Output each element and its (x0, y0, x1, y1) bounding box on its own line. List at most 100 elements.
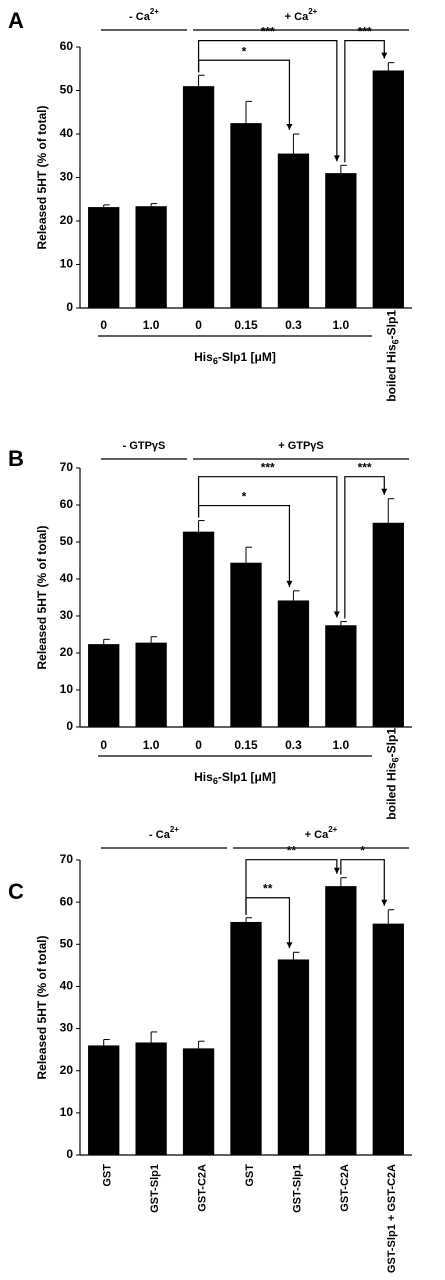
bar (135, 206, 167, 308)
x-tick-label: 1.0 (143, 738, 160, 752)
y-tick-label: 20 (60, 645, 74, 659)
bar (230, 562, 262, 727)
panel-label: A (8, 8, 24, 33)
y-tick-label: 50 (60, 936, 74, 950)
x-tick-label: 0.3 (285, 738, 302, 752)
x-tick-label: 0.3 (285, 318, 302, 332)
y-tick-label: 60 (60, 894, 74, 908)
bracket-arrow (333, 867, 340, 874)
y-tick-label: 60 (60, 497, 74, 511)
bar (135, 642, 167, 727)
significance-label: * (242, 44, 247, 58)
bar (230, 123, 262, 308)
y-tick-label: 20 (60, 213, 74, 227)
y-tick-label: 70 (60, 852, 74, 866)
bar (325, 625, 357, 727)
significance-label: *** (358, 25, 372, 39)
significance-label: * (242, 490, 247, 504)
y-tick-label: 40 (60, 979, 74, 993)
y-tick-label: 50 (60, 534, 74, 548)
bar (277, 959, 310, 1155)
x-tick-label: 0 (100, 738, 107, 752)
y-tick-label: 40 (60, 571, 74, 585)
x-tick-label-rotated: boiled His6-Slp1 (384, 310, 400, 402)
y-tick-label: 10 (60, 1105, 74, 1119)
y-axis-label: Released 5HT (% of total) (35, 935, 49, 1079)
significance-bracket (340, 859, 385, 906)
y-tick-label: 10 (60, 257, 74, 271)
bar (182, 1048, 215, 1155)
x-tick-label-rotated: GST-Slp1 (291, 1164, 303, 1213)
group-label: - Ca2+ (129, 7, 159, 23)
x-axis-label: His6-Slp1 [μM] (194, 350, 276, 366)
y-tick-label: 20 (60, 1063, 74, 1077)
y-tick-label: 40 (60, 126, 74, 140)
bracket-arrow (333, 155, 340, 162)
panel-c: C 0 10 20 30 40 50 60 70 Released 5HT (% of total… (8, 825, 412, 1273)
panel-b: B 0 10 20 30 40 50 60 70 Released 5HT (% of total… (8, 440, 412, 820)
significance-label: ** (287, 844, 297, 858)
group-label: - GTPγS (123, 440, 166, 452)
y-tick-label: 70 (60, 460, 74, 474)
x-tick-label-rotated: GST-Slp1 + GST-C2A (386, 1164, 398, 1273)
bar (372, 522, 404, 727)
y-tick-label: 60 (60, 39, 74, 53)
x-tick-label-rotated: boiled His6-Slp1 (384, 728, 400, 820)
bar (88, 207, 120, 308)
y-axis-label: Released 5HT (% of total) (35, 105, 49, 249)
y-tick-label: 30 (60, 608, 74, 622)
x-tick-label-rotated: GST (102, 1164, 114, 1187)
bar (230, 921, 262, 1155)
y-tick-label: 10 (60, 682, 74, 696)
significance-bracket (245, 859, 338, 915)
group-label: + Ca2+ (285, 7, 318, 23)
y-tick-label: 0 (66, 300, 73, 314)
y-tick-label: 0 (66, 719, 73, 733)
significance-label: *** (261, 461, 275, 475)
bar (372, 923, 404, 1155)
bracket-arrow (381, 488, 388, 495)
y-tick-label: 50 (60, 83, 74, 97)
x-tick-label-rotated: GST-C2A (339, 1164, 351, 1212)
x-axis-label: His6-Slp1 [μM] (194, 770, 276, 786)
bar (88, 1045, 120, 1155)
x-tick-label: 0 (100, 318, 107, 332)
x-tick-label: 0 (195, 318, 202, 332)
x-tick-label: 1.0 (333, 738, 350, 752)
bar (277, 153, 310, 308)
y-tick-label: 30 (60, 1021, 74, 1035)
y-tick-label: 30 (60, 170, 74, 184)
significance-bracket (197, 476, 338, 618)
group-label: - Ca2+ (149, 825, 179, 841)
panel-a: A 0 10 20 30 40 50 60 Released 5HT (% of total) -… (8, 7, 412, 402)
x-tick-label: 0.15 (234, 738, 258, 752)
panel-label: C (8, 879, 24, 904)
bar (277, 600, 310, 727)
bar (135, 1042, 167, 1155)
x-tick-label: 1.0 (143, 318, 160, 332)
significance-bracket (197, 40, 338, 162)
x-tick-label: 0 (195, 738, 202, 752)
panel-label: B (8, 446, 24, 471)
bar (372, 70, 404, 309)
significance-bracket (344, 476, 385, 619)
bar (182, 531, 215, 727)
significance-label: * (360, 844, 365, 858)
bar (325, 173, 357, 308)
bracket-arrow (286, 124, 293, 130)
bracket-arrow (286, 942, 293, 949)
significance-label: ** (263, 882, 273, 896)
significance-label: *** (358, 461, 372, 475)
y-axis-label: Released 5HT (% of total) (35, 525, 49, 669)
x-tick-label: 1.0 (333, 318, 350, 332)
group-label: + GTPγS (278, 440, 324, 452)
x-tick-label: 0.15 (234, 318, 258, 332)
bar (88, 644, 120, 727)
bar (325, 886, 357, 1155)
x-tick-label-rotated: GST-Slp1 (149, 1164, 161, 1213)
significance-bracket (344, 40, 385, 163)
bracket-arrow (286, 580, 293, 587)
group-label: + Ca2+ (305, 825, 338, 841)
bracket-arrow (381, 899, 388, 906)
